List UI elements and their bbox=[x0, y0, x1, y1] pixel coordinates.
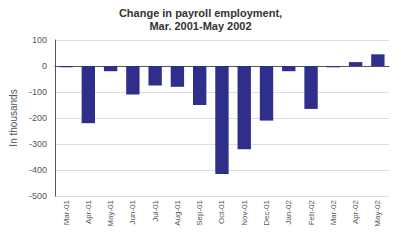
svg-text:Aug-01: Aug-01 bbox=[173, 199, 182, 225]
svg-text:-200: -200 bbox=[29, 113, 47, 123]
svg-text:-300: -300 bbox=[29, 139, 47, 149]
svg-text:Sep-01: Sep-01 bbox=[195, 199, 204, 225]
svg-text:100: 100 bbox=[32, 35, 47, 45]
svg-text:Apr-02: Apr-02 bbox=[351, 199, 360, 224]
svg-text:Jul-01: Jul-01 bbox=[151, 199, 160, 221]
svg-text:Mar-01: Mar-01 bbox=[62, 199, 71, 225]
svg-text:May-01: May-01 bbox=[106, 199, 115, 226]
svg-text:In thousands: In thousands bbox=[8, 89, 19, 146]
svg-text:May-02: May-02 bbox=[373, 199, 382, 226]
svg-text:Dec-01: Dec-01 bbox=[262, 199, 271, 225]
svg-text:Mar. 2001-May 2002: Mar. 2001-May 2002 bbox=[149, 20, 251, 32]
svg-text:Mar-02: Mar-02 bbox=[329, 199, 338, 225]
svg-text:Feb-02: Feb-02 bbox=[307, 199, 316, 225]
svg-text:0: 0 bbox=[42, 61, 47, 71]
svg-text:Jun-01: Jun-01 bbox=[128, 199, 137, 224]
svg-text:-500: -500 bbox=[29, 191, 47, 201]
svg-text:Oct-01: Oct-01 bbox=[217, 199, 226, 224]
svg-text:Apr-01: Apr-01 bbox=[84, 199, 93, 224]
svg-text:Nov-01: Nov-01 bbox=[240, 199, 249, 225]
svg-text:-100: -100 bbox=[29, 87, 47, 97]
svg-text:-400: -400 bbox=[29, 165, 47, 175]
svg-text:Jan-02: Jan-02 bbox=[284, 199, 293, 224]
svg-text:Change in payroll employment,: Change in payroll employment, bbox=[119, 7, 282, 19]
